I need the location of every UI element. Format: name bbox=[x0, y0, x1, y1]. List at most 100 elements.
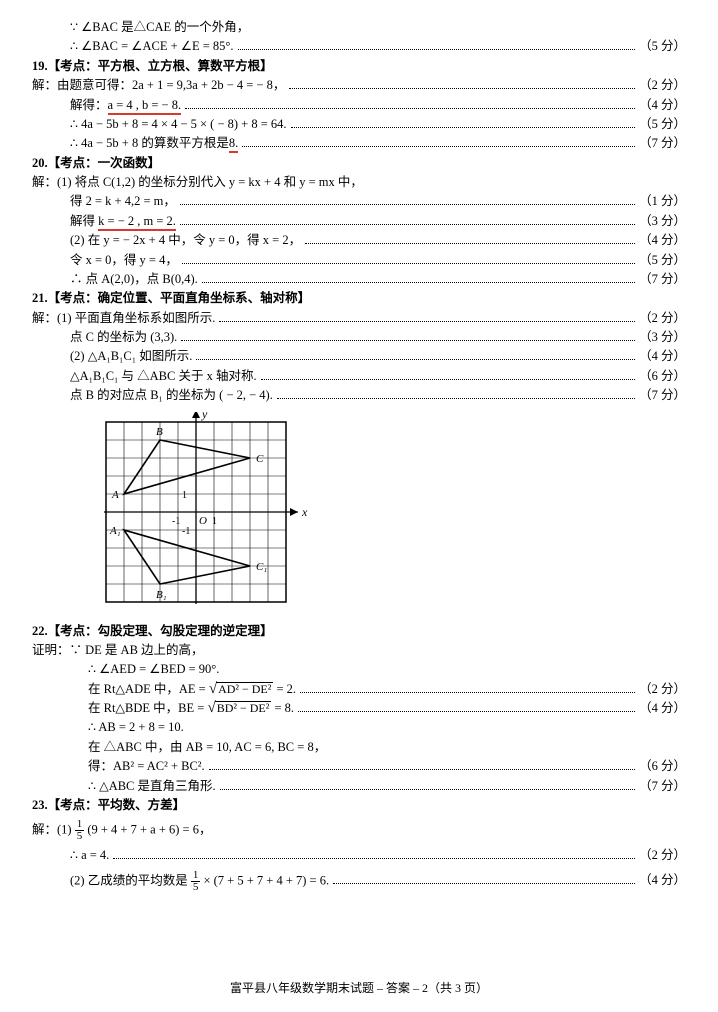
text: ∴ ∠AED = ∠BED = 90°. bbox=[88, 660, 219, 679]
fraction: 15 bbox=[75, 819, 85, 842]
q23-line-2: ∴ a = 4. （2 分） bbox=[32, 846, 686, 865]
q20-line-6: ∴ 点 A(2,0)，点 B(0,4). （7 分） bbox=[32, 270, 686, 289]
dot-leader bbox=[182, 263, 635, 264]
denominator: 5 bbox=[75, 831, 85, 842]
numerator: 1 bbox=[191, 870, 201, 882]
heading: 19.【考点：平方根、立方根、算数平方根】 bbox=[32, 57, 273, 76]
heading: 21.【考点：确定位置、平面直角坐标系、轴对称】 bbox=[32, 289, 310, 308]
dot-leader bbox=[181, 340, 635, 341]
heading: 23.【考点：平均数、方差】 bbox=[32, 796, 185, 815]
text-part: × (7 + 5 + 7 + 4 + 7) = 6. bbox=[200, 873, 329, 887]
points: （2 分） bbox=[639, 76, 686, 95]
text-part: 解得： bbox=[70, 98, 108, 112]
q22-line-2: ∴ ∠AED = ∠BED = 90°. bbox=[32, 660, 686, 679]
points: （7 分） bbox=[639, 386, 686, 405]
q18-line-1: ∵ ∠BAC 是△CAE 的一个外角， bbox=[32, 18, 686, 37]
dot-leader bbox=[298, 711, 635, 712]
coordinate-graph: xyO-111-1ABCA₁B₁C₁ bbox=[32, 412, 686, 614]
q19-line-1: 解：由题意可得：2a + 1 = 9,3a + 2b − 4 = − 8， （2… bbox=[32, 76, 686, 95]
points: （4 分） bbox=[639, 699, 686, 718]
q19-heading: 19.【考点：平方根、立方根、算数平方根】 bbox=[32, 57, 686, 76]
q22-line-6: 在 △ABC 中，由 AB = 10, AC = 6, BC = 8， bbox=[32, 738, 686, 757]
svg-text:1: 1 bbox=[182, 490, 187, 501]
fraction: 15 bbox=[191, 870, 201, 893]
text: 令 x = 0，得 y = 4， bbox=[70, 251, 178, 270]
heading: 20.【考点：一次函数】 bbox=[32, 154, 160, 173]
q21-line-2: 点 C 的坐标为 (3,3). （3 分） bbox=[32, 328, 686, 347]
sqrt-icon: √AD² − DE² bbox=[209, 682, 274, 697]
svg-text:B₁: B₁ bbox=[156, 589, 167, 601]
points: （5 分） bbox=[639, 251, 686, 270]
text: △A₁B₁C₁ 与 △ABC 关于 x 轴对称. bbox=[70, 367, 257, 386]
text: 在 Rt△BDE 中，BE = √BD² − DE² = 8. bbox=[88, 699, 294, 718]
dot-leader bbox=[113, 858, 635, 859]
q21-line-3: (2) △A₁B₁C₁ 如图所示. （4 分） bbox=[32, 347, 686, 366]
text: 解得：a = 4 , b = − 8. bbox=[70, 96, 181, 115]
q22-line-3: 在 Rt△ADE 中，AE = √AD² − DE² = 2. （2 分） bbox=[32, 680, 686, 699]
dot-leader bbox=[196, 359, 635, 360]
dot-leader bbox=[300, 692, 635, 693]
text-part: 解：(1) bbox=[32, 823, 75, 837]
dot-leader bbox=[289, 88, 635, 89]
red-underline: k = − 2 , m = 2. bbox=[98, 214, 176, 231]
points: （2 分） bbox=[639, 846, 686, 865]
text: ∴ ∠BAC = ∠ACE + ∠E = 85°. bbox=[70, 37, 234, 56]
points: （1 分） bbox=[639, 192, 686, 211]
dot-leader bbox=[219, 321, 635, 322]
text-part: = 8. bbox=[271, 701, 294, 715]
text: ∴ 4a − 5b + 8 的算数平方根是8. bbox=[70, 134, 238, 153]
points: （4 分） bbox=[639, 871, 686, 890]
q21-heading: 21.【考点：确定位置、平面直角坐标系、轴对称】 bbox=[32, 289, 686, 308]
q19-line-3: ∴ 4a − 5b + 8 = 4 × 4 − 5 × ( − 8) + 8 =… bbox=[32, 115, 686, 134]
points: （7 分） bbox=[639, 134, 686, 153]
svg-text:1: 1 bbox=[212, 516, 217, 527]
q20-line-5: 令 x = 0，得 y = 4， （5 分） bbox=[32, 251, 686, 270]
q22-line-7: 得：AB² = AC² + BC². （6 分） bbox=[32, 757, 686, 776]
dot-leader bbox=[185, 108, 635, 109]
denominator: 5 bbox=[191, 882, 201, 893]
text: 点 C 的坐标为 (3,3). bbox=[70, 328, 177, 347]
text: ∴ △ABC 是直角三角形. bbox=[88, 777, 216, 796]
graph-svg: xyO-111-1ABCA₁B₁C₁ bbox=[88, 412, 308, 614]
dot-leader bbox=[305, 243, 635, 244]
text: 得 2 = k + 4,2 = m， bbox=[70, 192, 176, 211]
text: ∵ ∠BAC 是△CAE 的一个外角， bbox=[70, 18, 249, 37]
text-part: 在 Rt△ADE 中，AE = bbox=[88, 682, 209, 696]
q23-line-3: (2) 乙成绩的平均数是 15 × (7 + 5 + 7 + 4 + 7) = … bbox=[32, 870, 686, 893]
q21-line-1: 解：(1) 平面直角坐标系如图所示. （2 分） bbox=[32, 309, 686, 328]
dot-leader bbox=[261, 379, 636, 380]
q20-line-4: (2) 在 y = − 2x + 4 中，令 y = 0，得 x = 2， （4… bbox=[32, 231, 686, 250]
red-underline: a = 4 , b = − 8. bbox=[108, 98, 182, 115]
q21-line-5: 点 B 的对应点 B₁ 的坐标为 ( − 2, − 4). （7 分） bbox=[32, 386, 686, 405]
points: （4 分） bbox=[639, 347, 686, 366]
text: ∴ AB = 2 + 8 = 10. bbox=[88, 718, 184, 737]
svg-text:A₁: A₁ bbox=[109, 525, 121, 537]
q19-line-4: ∴ 4a − 5b + 8 的算数平方根是8. （7 分） bbox=[32, 134, 686, 153]
points: （5 分） bbox=[639, 37, 686, 56]
q20-heading: 20.【考点：一次函数】 bbox=[32, 154, 686, 173]
text: 在 △ABC 中，由 AB = 10, AC = 6, BC = 8， bbox=[88, 738, 326, 757]
red-underline: 8. bbox=[229, 136, 238, 153]
text: 点 B 的对应点 B₁ 的坐标为 ( − 2, − 4). bbox=[70, 386, 273, 405]
points: （4 分） bbox=[639, 231, 686, 250]
text: 解：(1) 15 (9 + 4 + 7 + a + 6) = 6， bbox=[32, 819, 211, 842]
svg-text:C: C bbox=[256, 453, 264, 465]
text: (2) △A₁B₁C₁ 如图所示. bbox=[70, 347, 192, 366]
q22-line-8: ∴ △ABC 是直角三角形. （7 分） bbox=[32, 777, 686, 796]
text: 解：(1) 将点 C(1,2) 的坐标分别代入 y = kx + 4 和 y =… bbox=[32, 173, 363, 192]
points: （4 分） bbox=[639, 96, 686, 115]
text-part: = 2. bbox=[273, 682, 296, 696]
dot-leader bbox=[209, 769, 635, 770]
points: （2 分） bbox=[639, 680, 686, 699]
text: 解：由题意可得：2a + 1 = 9,3a + 2b − 4 = − 8， bbox=[32, 76, 285, 95]
sqrt-arg: BD² − DE² bbox=[215, 701, 272, 715]
text-part: (2) 乙成绩的平均数是 bbox=[70, 873, 191, 887]
q23-heading: 23.【考点：平均数、方差】 bbox=[32, 796, 686, 815]
points: （2 分） bbox=[639, 309, 686, 328]
text-part: 解得 bbox=[70, 214, 98, 228]
q21-line-4: △A₁B₁C₁ 与 △ABC 关于 x 轴对称. （6 分） bbox=[32, 367, 686, 386]
svg-text:A: A bbox=[111, 489, 119, 501]
dot-leader bbox=[333, 883, 635, 884]
text: ∴ 点 A(2,0)，点 B(0,4). bbox=[70, 270, 198, 289]
points: （7 分） bbox=[639, 270, 686, 289]
